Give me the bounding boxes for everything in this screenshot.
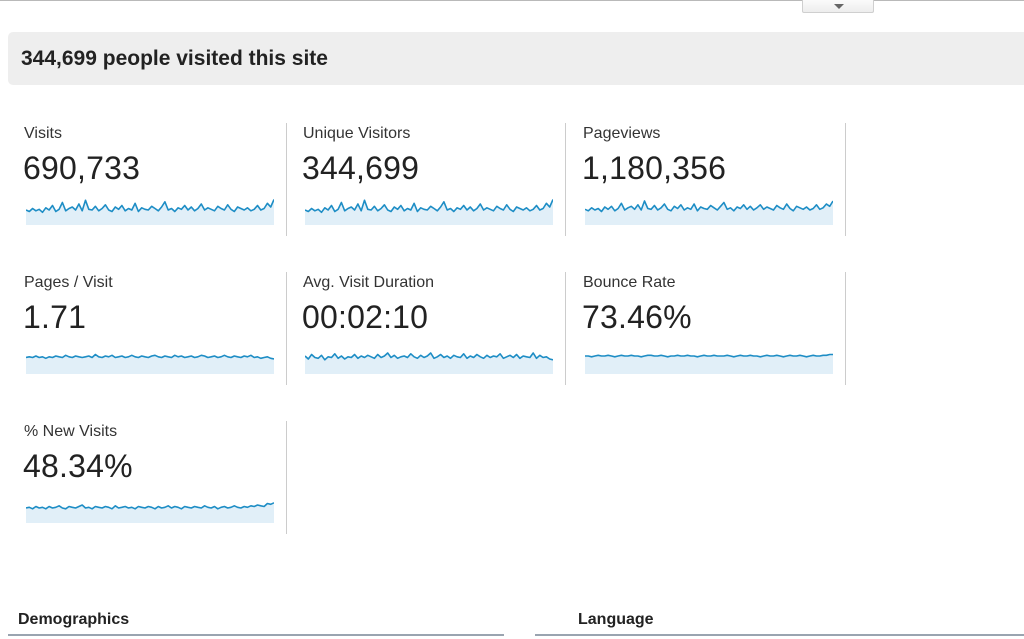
metric-label: Avg. Visit Duration [303,274,435,291]
sparkline-chart [26,199,274,225]
summary-headline: 344,699 people visited this site [21,46,328,70]
metric-value: 690,733 [23,150,141,186]
metric-avg-visit-duration[interactable]: Avg. Visit Duration 00:02:10 [287,272,566,385]
demographics-heading: Demographics [18,611,130,628]
sparkline-area [26,354,274,374]
sparkline-chart [585,353,833,374]
sparkline-line [26,199,274,214]
metric-pageviews[interactable]: Pageviews 1,180,356 [567,123,846,236]
sparkline-line [585,200,833,213]
metric-value: 00:02:10 [302,299,429,335]
metric-value: 344,699 [302,150,420,186]
metric-value: 48.34% [23,448,133,484]
sparkline-area [26,502,274,523]
demographics-divider [8,634,504,636]
sparkline-chart [305,199,553,225]
sparkline-line [26,502,274,510]
metric-value: 1,180,356 [582,150,727,186]
sparkline-chart [585,200,833,225]
sparkline-chart [305,352,553,374]
metric-label: Pages / Visit [24,274,113,291]
language-divider [535,634,1024,636]
metric-label: Pageviews [583,125,661,142]
chevron-down-icon [834,4,844,9]
top-divider [0,0,1024,1]
summary-banner: 344,699 people visited this site [8,32,1024,85]
sparkline-line [26,353,274,360]
metric-label: Bounce Rate [583,274,676,291]
language-heading: Language [578,611,654,628]
sparkline-chart [26,353,274,374]
metric-value: 73.46% [582,299,692,335]
metric-label: % New Visits [24,423,118,440]
metric-visits[interactable]: Visits 690,733 [8,123,287,236]
metric-label: Visits [24,125,62,142]
sparkline-area [26,199,274,225]
sparkline-area [305,353,553,374]
metric-label: Unique Visitors [303,125,411,142]
sparkline-area [305,199,553,225]
collapse-toggle-button[interactable] [802,0,874,13]
sparkline-line [305,352,553,361]
metric-new-visits[interactable]: % New Visits 48.34% [8,421,287,534]
metric-value: 1.71 [23,299,87,335]
metric-pages-per-visit[interactable]: Pages / Visit 1.71 [8,272,287,385]
metric-unique-visitors[interactable]: Unique Visitors 344,699 [287,123,566,236]
sparkline-chart [26,502,274,523]
sparkline-area [585,354,833,374]
sparkline-line [585,353,833,358]
metric-bounce-rate[interactable]: Bounce Rate 73.46% [567,272,846,385]
sparkline-line [305,199,553,214]
